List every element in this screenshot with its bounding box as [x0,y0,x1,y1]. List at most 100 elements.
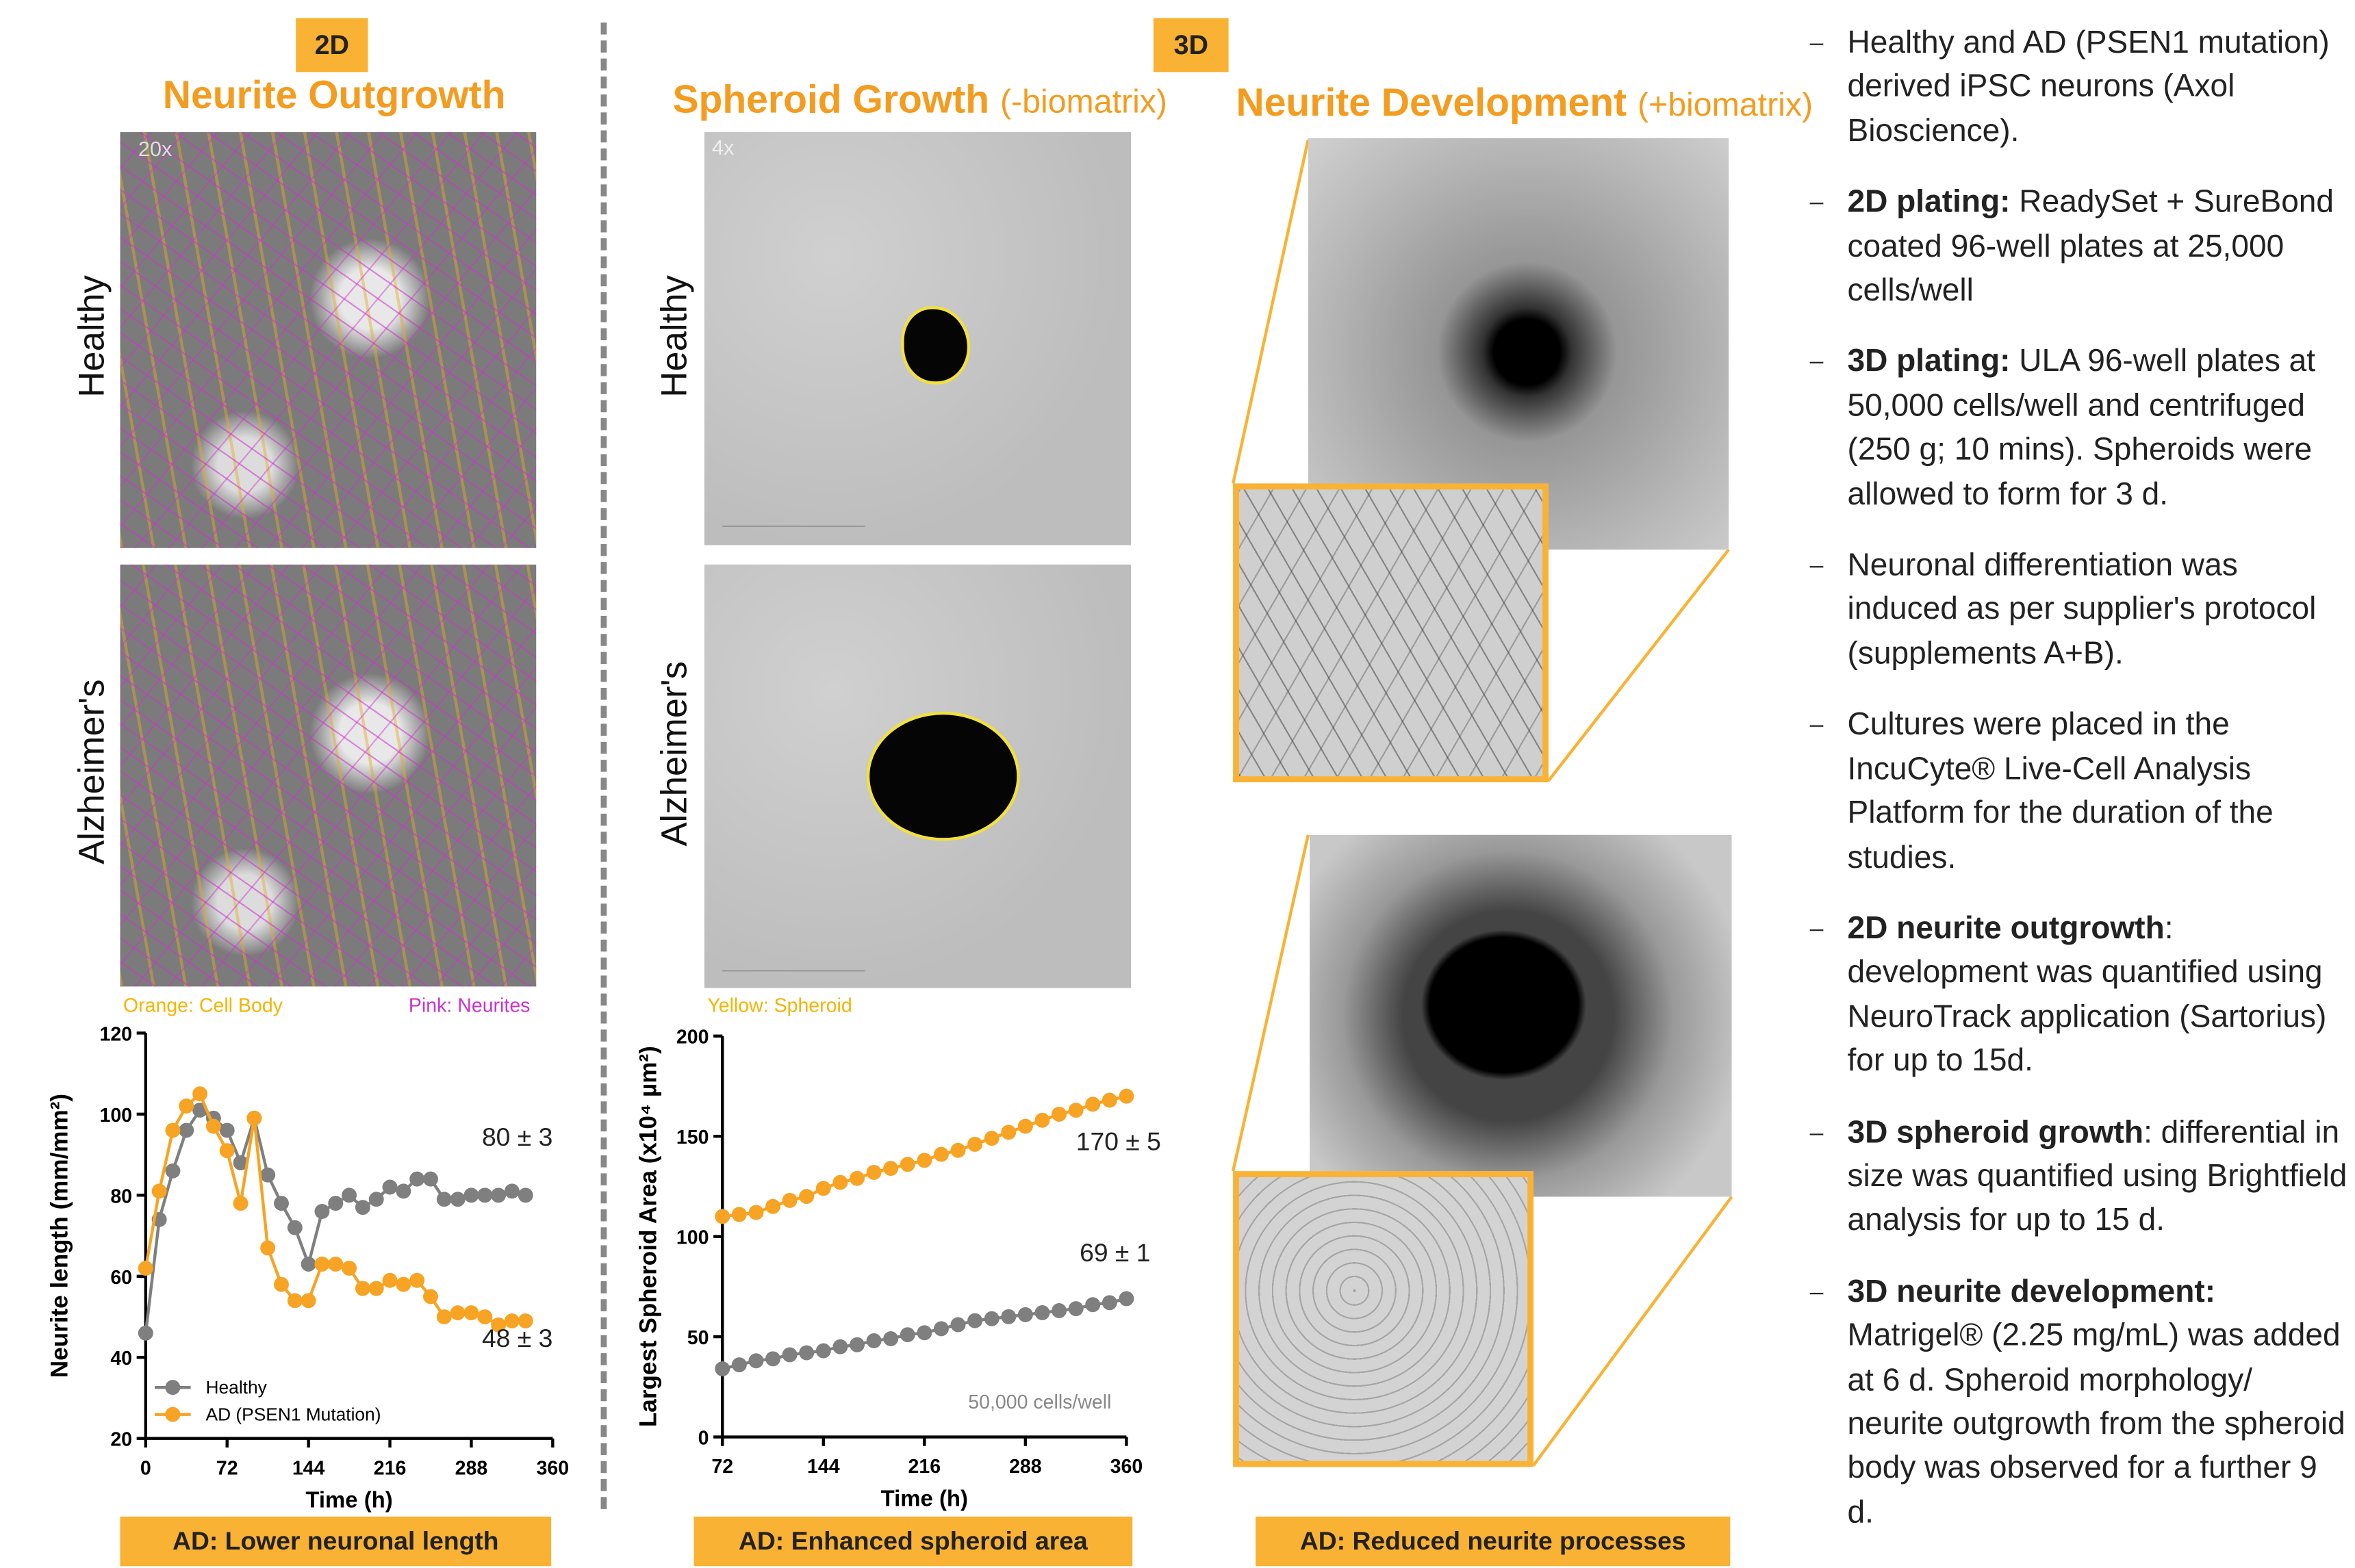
data-point [900,1157,915,1172]
data-point [179,1098,194,1114]
data-point [1001,1309,1016,1324]
data-point [409,1172,424,1187]
data-point [765,1199,780,1214]
data-point [715,1361,730,1376]
x-tick-label: 216 [374,1457,407,1479]
data-point [984,1131,1000,1146]
data-point [314,1204,329,1219]
y-tick-label: 20 [110,1429,132,1451]
data-point [423,1172,438,1187]
data-point [314,1257,329,1272]
annotation: 170 ± 5 [1076,1127,1161,1156]
data-point [274,1277,289,1292]
annotation: 69 ± 1 [1080,1238,1150,1267]
data-point [423,1289,438,1304]
x-axis-title: Time (h) [881,1485,968,1511]
data-point [328,1196,343,1211]
y-tick-label: 200 [676,1027,709,1049]
data-point [260,1240,275,1255]
data-point [342,1261,357,1276]
data-point [967,1137,982,1152]
data-point [450,1192,466,1207]
x-tick-label: 144 [807,1456,840,1478]
data-point [220,1143,235,1158]
data-point [396,1277,411,1292]
x-tick-label: 288 [1009,1456,1042,1478]
x-tick-label: 72 [216,1457,238,1479]
data-point [233,1196,249,1211]
data-point [748,1205,763,1220]
data-point [152,1183,167,1198]
y-tick-label: 150 [676,1127,709,1148]
y-axis-title: Largest Spheroid Area (x10⁴ µm²) [635,1046,662,1427]
data-point [1018,1119,1033,1134]
data-point [1102,1093,1117,1108]
data-point [463,1187,479,1203]
data-point [342,1187,357,1203]
legend-marker [165,1380,180,1395]
data-point [934,1321,949,1336]
data-point [748,1353,763,1368]
data-point [328,1257,343,1272]
y-tick-label: 50 [687,1327,709,1349]
data-point [1085,1096,1100,1111]
y-tick-label: 60 [110,1267,132,1289]
x-tick-label: 360 [537,1457,570,1479]
data-point [463,1305,479,1320]
data-point [437,1192,452,1207]
y-tick-label: 40 [110,1348,132,1370]
x-tick-label: 72 [711,1456,733,1478]
y-axis-title: Neurite length (mm/mm²) [47,1094,73,1378]
data-point [765,1351,780,1366]
data-point [917,1153,932,1168]
data-point [967,1313,982,1328]
data-point [883,1161,898,1176]
data-point [782,1193,798,1208]
data-point [799,1346,814,1361]
data-point [1034,1305,1049,1320]
data-point [505,1183,520,1198]
data-point [165,1164,180,1179]
data-point [816,1181,831,1196]
data-point [165,1123,180,1138]
data-point [288,1220,303,1235]
data-point [355,1281,370,1296]
data-point [477,1309,492,1324]
data-point [951,1318,966,1333]
data-point [450,1305,466,1320]
x-tick-label: 144 [292,1457,325,1479]
y-tick-label: 80 [110,1185,132,1207]
data-point [1069,1103,1084,1118]
data-point [867,1165,882,1180]
legend-label: AD (PSEN1 Mutation) [206,1404,381,1424]
data-point [900,1327,915,1342]
y-tick-label: 120 [99,1023,132,1045]
poster: 2D Neurite Outgrowth 3D Spheroid Growth … [0,0,2355,1567]
x-tick-label: 0 [140,1457,151,1479]
data-point [138,1261,153,1276]
y-tick-label: 100 [99,1105,132,1127]
data-point [355,1200,370,1215]
data-point [1085,1297,1100,1312]
data-point [179,1123,194,1138]
data-point [260,1168,275,1183]
y-tick-label: 0 [698,1428,709,1450]
data-point [288,1293,303,1308]
data-point [1119,1089,1134,1104]
series-line [146,1110,526,1333]
annotation: 80 ± 3 [482,1122,552,1151]
data-point [782,1347,798,1362]
data-point [369,1192,384,1207]
y-tick-label: 100 [676,1227,709,1249]
annotation: 48 ± 3 [482,1324,552,1352]
data-point [518,1187,533,1203]
data-point [383,1180,398,1195]
legend-label: Healthy [206,1377,268,1398]
data-point [732,1357,747,1372]
data-point [732,1207,747,1222]
data-point [1018,1307,1033,1322]
x-axis-title: Time (h) [305,1487,392,1513]
data-point [850,1337,865,1352]
data-point [934,1147,949,1162]
data-point [832,1339,848,1354]
